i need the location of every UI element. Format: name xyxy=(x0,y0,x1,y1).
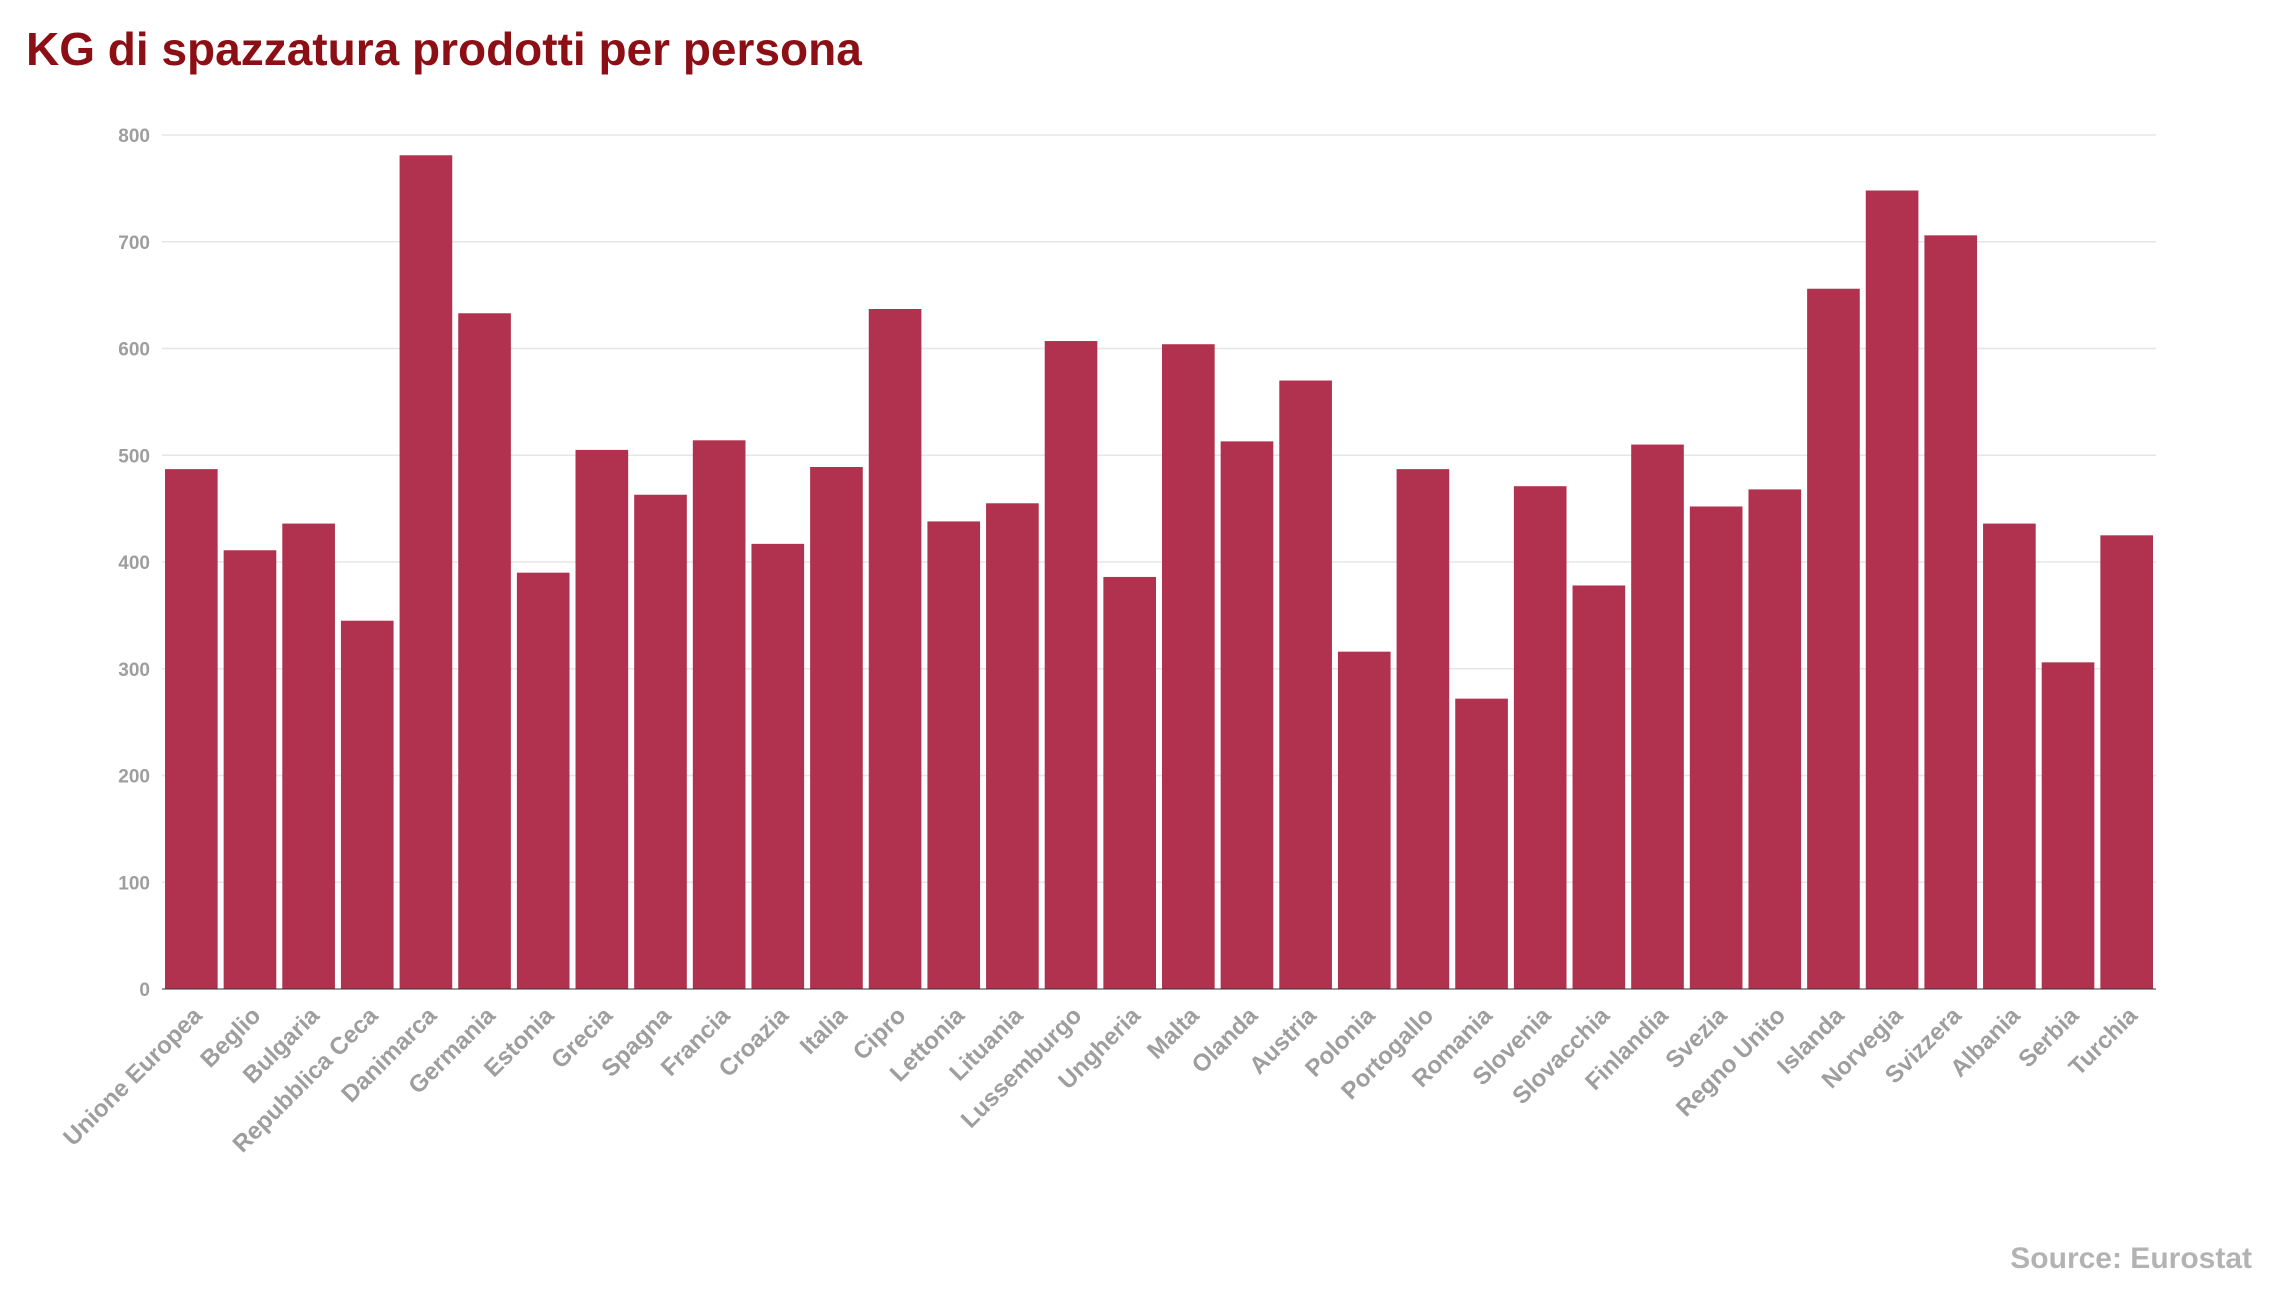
y-tick-label: 100 xyxy=(118,873,150,894)
bar-estonia xyxy=(516,572,570,989)
chart-title: KG di spazzatura prodotti per persona xyxy=(26,23,862,75)
bars xyxy=(165,155,2153,990)
bar-albania xyxy=(1983,523,2036,989)
bar-portogallo xyxy=(1396,469,1450,989)
bar-lussemburgo xyxy=(1044,341,1098,990)
x-tick-label: Italia xyxy=(795,1002,853,1060)
bar-lituania xyxy=(986,503,1039,989)
bar-regno-unito xyxy=(1748,489,1802,989)
bar-croazia xyxy=(751,543,805,989)
bar-grecia xyxy=(575,449,629,990)
bar-norvegia xyxy=(1865,190,1919,989)
bar-romania xyxy=(1455,698,1508,989)
bar-germania xyxy=(458,313,511,990)
bar-malta xyxy=(1162,344,1215,990)
bar-polonia xyxy=(1337,651,1391,989)
bar-lettonia xyxy=(927,521,981,989)
bar-slovenia xyxy=(1513,486,1567,989)
y-tick-label: 0 xyxy=(139,980,150,1001)
bar-finlandia xyxy=(1631,444,1684,989)
bar-beglio xyxy=(223,550,277,989)
bar-islanda xyxy=(1807,288,1860,990)
bar-spagna xyxy=(634,494,687,989)
bar-danimarca xyxy=(399,155,453,990)
bar-svezia xyxy=(1689,506,1743,989)
y-axis: 0 100 200 300 400 500 600 700 800 xyxy=(118,126,150,1001)
bar-ungheria xyxy=(1103,576,1156,989)
bar-svizzera xyxy=(1924,235,1978,990)
source-note: Source: Eurostat xyxy=(2010,1242,2252,1275)
bar-turchia xyxy=(2100,535,2153,989)
bar-italia xyxy=(810,466,863,989)
bar-cipro xyxy=(868,309,922,989)
bar-serbia xyxy=(2041,662,2095,989)
y-tick-label: 600 xyxy=(118,340,150,361)
bar-bulgaria xyxy=(282,523,335,989)
bar-olanda xyxy=(1220,441,1274,989)
y-tick-label: 500 xyxy=(118,446,150,467)
y-tick-label: 700 xyxy=(118,233,150,254)
bar-unione-europea xyxy=(165,469,218,989)
bar-francia xyxy=(692,440,746,989)
y-tick-label: 800 xyxy=(118,126,150,147)
y-tick-label: 200 xyxy=(118,767,150,788)
y-tick-label: 400 xyxy=(118,553,150,574)
bar-slovacchia xyxy=(1572,585,1626,989)
x-tick-label: Unione Europea xyxy=(58,1002,208,1152)
y-tick-label: 300 xyxy=(118,660,150,681)
bar-austria xyxy=(1279,380,1332,989)
bar-repubblica-ceca xyxy=(340,620,394,989)
